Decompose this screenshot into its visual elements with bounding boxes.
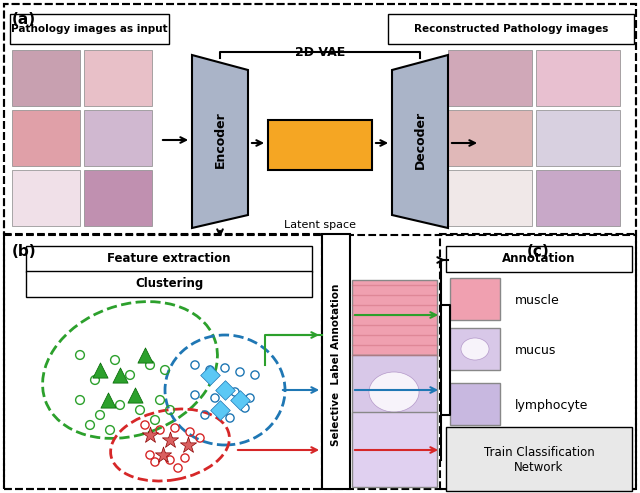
Point [235, 368, 245, 376]
Point [150, 416, 160, 424]
Bar [84, 50, 152, 106]
Point [150, 458, 160, 466]
Text: mucus: mucus [515, 344, 556, 356]
Point [95, 411, 105, 419]
FancyBboxPatch shape [322, 234, 350, 489]
Point [145, 431, 155, 439]
Text: Selective  Label Annotation: Selective Label Annotation [331, 284, 341, 446]
Text: (b): (b) [12, 244, 36, 259]
Bar [448, 110, 532, 166]
Point [85, 421, 95, 429]
Ellipse shape [461, 338, 489, 360]
Point [115, 371, 125, 379]
Point [235, 396, 245, 404]
FancyBboxPatch shape [26, 271, 312, 297]
Bar [352, 280, 437, 355]
Text: Clustering: Clustering [135, 278, 203, 290]
Point [140, 351, 150, 359]
Point [185, 428, 195, 436]
Point [115, 401, 125, 409]
Point [195, 434, 205, 442]
Point [180, 454, 190, 462]
Text: Pathology images as input: Pathology images as input [11, 24, 167, 34]
Point [165, 456, 175, 464]
Bar [352, 355, 437, 430]
Point [215, 406, 225, 414]
Bar [536, 110, 620, 166]
Ellipse shape [369, 372, 419, 412]
Point [173, 464, 183, 472]
Polygon shape [192, 55, 248, 228]
Polygon shape [392, 55, 448, 228]
Point [103, 396, 113, 404]
FancyBboxPatch shape [268, 120, 372, 170]
Text: (c): (c) [527, 244, 549, 259]
Bar [450, 383, 500, 425]
FancyBboxPatch shape [26, 246, 312, 272]
Point [95, 366, 105, 374]
Point [205, 371, 215, 379]
Point [158, 451, 168, 459]
Point [75, 351, 85, 359]
Point [200, 411, 210, 419]
Bar [84, 170, 152, 226]
Point [220, 386, 230, 394]
Point [110, 356, 120, 364]
Point [145, 361, 155, 369]
Point [250, 371, 260, 379]
Text: muscle: muscle [515, 293, 560, 307]
Text: Reconstructed Pathology images: Reconstructed Pathology images [414, 24, 608, 34]
Text: Feature extraction: Feature extraction [108, 252, 231, 266]
Text: lymphocyte: lymphocyte [515, 398, 588, 412]
Bar [536, 50, 620, 106]
Point [125, 371, 135, 379]
Bar [84, 110, 152, 166]
Bar [12, 50, 80, 106]
Text: Decoder: Decoder [413, 111, 426, 169]
Point [130, 391, 140, 399]
Point [225, 414, 235, 422]
Point [155, 396, 165, 404]
Point [135, 406, 145, 414]
Point [190, 361, 200, 369]
Text: (a): (a) [12, 12, 36, 27]
Bar [12, 170, 80, 226]
Point [230, 388, 240, 396]
FancyBboxPatch shape [446, 246, 632, 272]
Point [165, 436, 175, 444]
Point [140, 421, 150, 429]
Text: 2D VAE: 2D VAE [295, 45, 345, 59]
Bar [448, 170, 532, 226]
Point [210, 394, 220, 402]
Bar [450, 278, 500, 320]
Text: Annotation: Annotation [502, 252, 576, 266]
Point [90, 376, 100, 384]
Point [190, 391, 200, 399]
Point [160, 366, 170, 374]
Bar [352, 412, 437, 487]
Point [170, 424, 180, 432]
Bar [536, 170, 620, 226]
Point [240, 404, 250, 412]
Bar [450, 328, 500, 370]
Point [155, 426, 165, 434]
Point [75, 396, 85, 404]
Point [220, 364, 230, 372]
Text: Train Classification
Network: Train Classification Network [484, 446, 595, 474]
Text: Encoder: Encoder [214, 111, 227, 169]
Point [165, 406, 175, 414]
Point [205, 366, 215, 374]
FancyBboxPatch shape [446, 427, 632, 491]
Point [183, 441, 193, 449]
Text: Latent space: Latent space [284, 220, 356, 230]
Point [105, 426, 115, 434]
Bar [448, 50, 532, 106]
FancyBboxPatch shape [10, 14, 169, 44]
FancyBboxPatch shape [388, 14, 634, 44]
Point [145, 451, 155, 459]
Bar [12, 110, 80, 166]
Point [245, 394, 255, 402]
